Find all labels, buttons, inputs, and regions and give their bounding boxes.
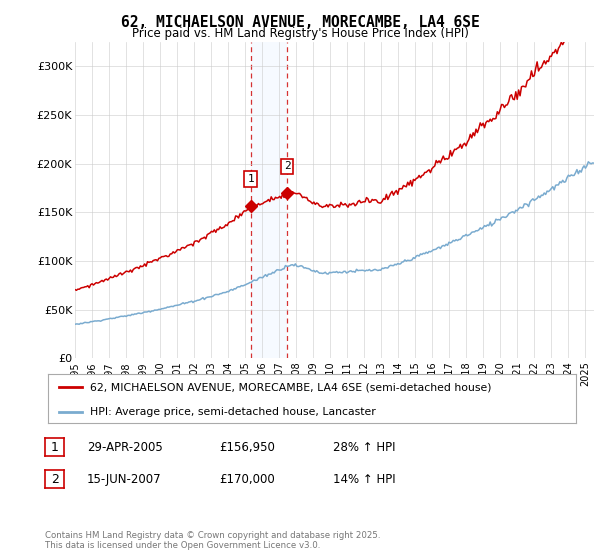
Text: 1: 1: [50, 441, 59, 454]
Text: 14% ↑ HPI: 14% ↑ HPI: [333, 473, 395, 486]
Bar: [251, 42, 287, 358]
Text: 29-APR-2005: 29-APR-2005: [87, 441, 163, 454]
Text: £170,000: £170,000: [219, 473, 275, 486]
Text: 62, MICHAELSON AVENUE, MORECAMBE, LA4 6SE: 62, MICHAELSON AVENUE, MORECAMBE, LA4 6S…: [121, 15, 479, 30]
Text: 62, MICHAELSON AVENUE, MORECAMBE, LA4 6SE (semi-detached house): 62, MICHAELSON AVENUE, MORECAMBE, LA4 6S…: [90, 382, 492, 393]
Text: 28% ↑ HPI: 28% ↑ HPI: [333, 441, 395, 454]
Text: Price paid vs. HM Land Registry's House Price Index (HPI): Price paid vs. HM Land Registry's House …: [131, 27, 469, 40]
Text: 2: 2: [284, 161, 290, 171]
Text: 2: 2: [50, 473, 59, 486]
Text: 1: 1: [247, 174, 254, 184]
Text: HPI: Average price, semi-detached house, Lancaster: HPI: Average price, semi-detached house,…: [90, 407, 376, 417]
Text: £156,950: £156,950: [219, 441, 275, 454]
Text: Contains HM Land Registry data © Crown copyright and database right 2025.
This d: Contains HM Land Registry data © Crown c…: [45, 530, 380, 550]
Text: 15-JUN-2007: 15-JUN-2007: [87, 473, 161, 486]
